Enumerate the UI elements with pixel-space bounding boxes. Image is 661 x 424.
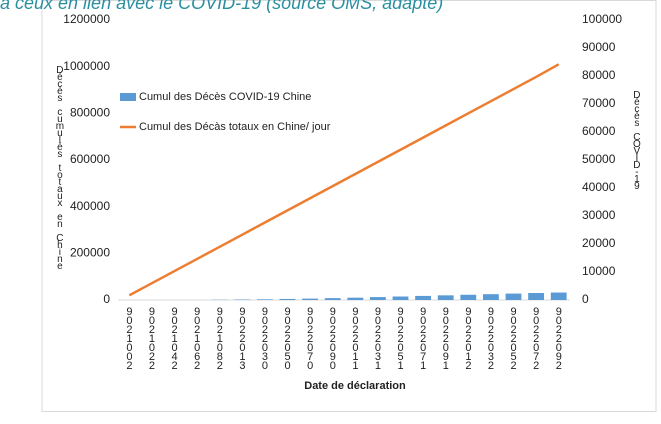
y-tick-label: 200000 bbox=[70, 246, 110, 260]
y-tick-label: 800000 bbox=[70, 106, 110, 120]
y2-tick-label: 80000 bbox=[582, 68, 616, 82]
bar bbox=[460, 295, 476, 300]
legend-label: Cumul des Décàs totaux en Chine/ jour bbox=[139, 121, 331, 133]
y-tick-label: 1000000 bbox=[63, 59, 110, 73]
x-tick-label: 9022092 bbox=[553, 306, 565, 369]
y2-tick-label: 100000 bbox=[582, 12, 622, 26]
y2-tick-label: 50000 bbox=[582, 152, 616, 166]
x-tick-label: 9022091 bbox=[440, 306, 452, 369]
x-axis-title: Date de déclaration bbox=[304, 380, 406, 392]
x-tick-label: 9022012 bbox=[462, 306, 474, 369]
x-tick-label: 9022050 bbox=[282, 306, 294, 369]
x-tick-label: 9022051 bbox=[395, 306, 407, 369]
x-tick-label: 9022071 bbox=[417, 306, 429, 369]
bar bbox=[483, 294, 499, 300]
legend-swatch bbox=[120, 93, 136, 101]
y-tick-label: 400000 bbox=[70, 199, 110, 213]
bar bbox=[325, 298, 341, 300]
x-tick-label: 9021062 bbox=[191, 306, 203, 369]
y2-tick-label: 60000 bbox=[582, 124, 616, 138]
bar bbox=[280, 299, 296, 300]
y-axis-title: Décès cumulés totaux en Chine bbox=[54, 65, 65, 269]
y-tick-label: 0 bbox=[103, 292, 110, 306]
x-tick-label: 9022032 bbox=[485, 306, 497, 369]
x-tick-label: 9022030 bbox=[259, 306, 271, 369]
y2-axis-title: Décès COVID-19 bbox=[631, 90, 642, 189]
y2-tick-label: 90000 bbox=[582, 40, 616, 54]
bar bbox=[551, 293, 567, 300]
x-tick-label: 9022052 bbox=[508, 306, 520, 369]
y2-tick-label: 10000 bbox=[582, 264, 616, 278]
x-tick-label: 9021042 bbox=[169, 306, 181, 369]
x-tick-label: 9022090 bbox=[327, 306, 339, 369]
x-tick-label: 9021022 bbox=[146, 306, 158, 369]
y2-tick-label: 30000 bbox=[582, 208, 616, 222]
y-tick-label: 1200000 bbox=[63, 12, 110, 26]
x-tick-label: 9022072 bbox=[530, 306, 542, 369]
chart-title: à ceux en lien avec le COVID-19 (source … bbox=[0, 0, 443, 13]
bar bbox=[370, 297, 386, 300]
bar bbox=[347, 298, 363, 300]
bar bbox=[393, 297, 409, 301]
bar bbox=[257, 299, 273, 300]
bar bbox=[438, 295, 454, 300]
y2-tick-label: 0 bbox=[582, 292, 589, 306]
bar bbox=[415, 296, 431, 300]
y2-tick-label: 70000 bbox=[582, 96, 616, 110]
legend-label: Cumul des Décès COVID-19 Chine bbox=[139, 91, 311, 103]
x-tick-label: 9021002 bbox=[123, 306, 135, 369]
x-tick-label: 9022013 bbox=[236, 306, 248, 369]
bar bbox=[302, 299, 318, 300]
y2-tick-label: 20000 bbox=[582, 236, 616, 250]
bar bbox=[506, 294, 522, 300]
x-tick-label: 9022011 bbox=[349, 306, 361, 369]
x-tick-label: 9021082 bbox=[214, 306, 226, 369]
x-tick-label: 9022031 bbox=[372, 306, 384, 369]
y-tick-label: 600000 bbox=[70, 152, 110, 166]
bar bbox=[528, 293, 544, 300]
y2-tick-label: 40000 bbox=[582, 180, 616, 194]
x-tick-label: 9022070 bbox=[304, 306, 316, 369]
